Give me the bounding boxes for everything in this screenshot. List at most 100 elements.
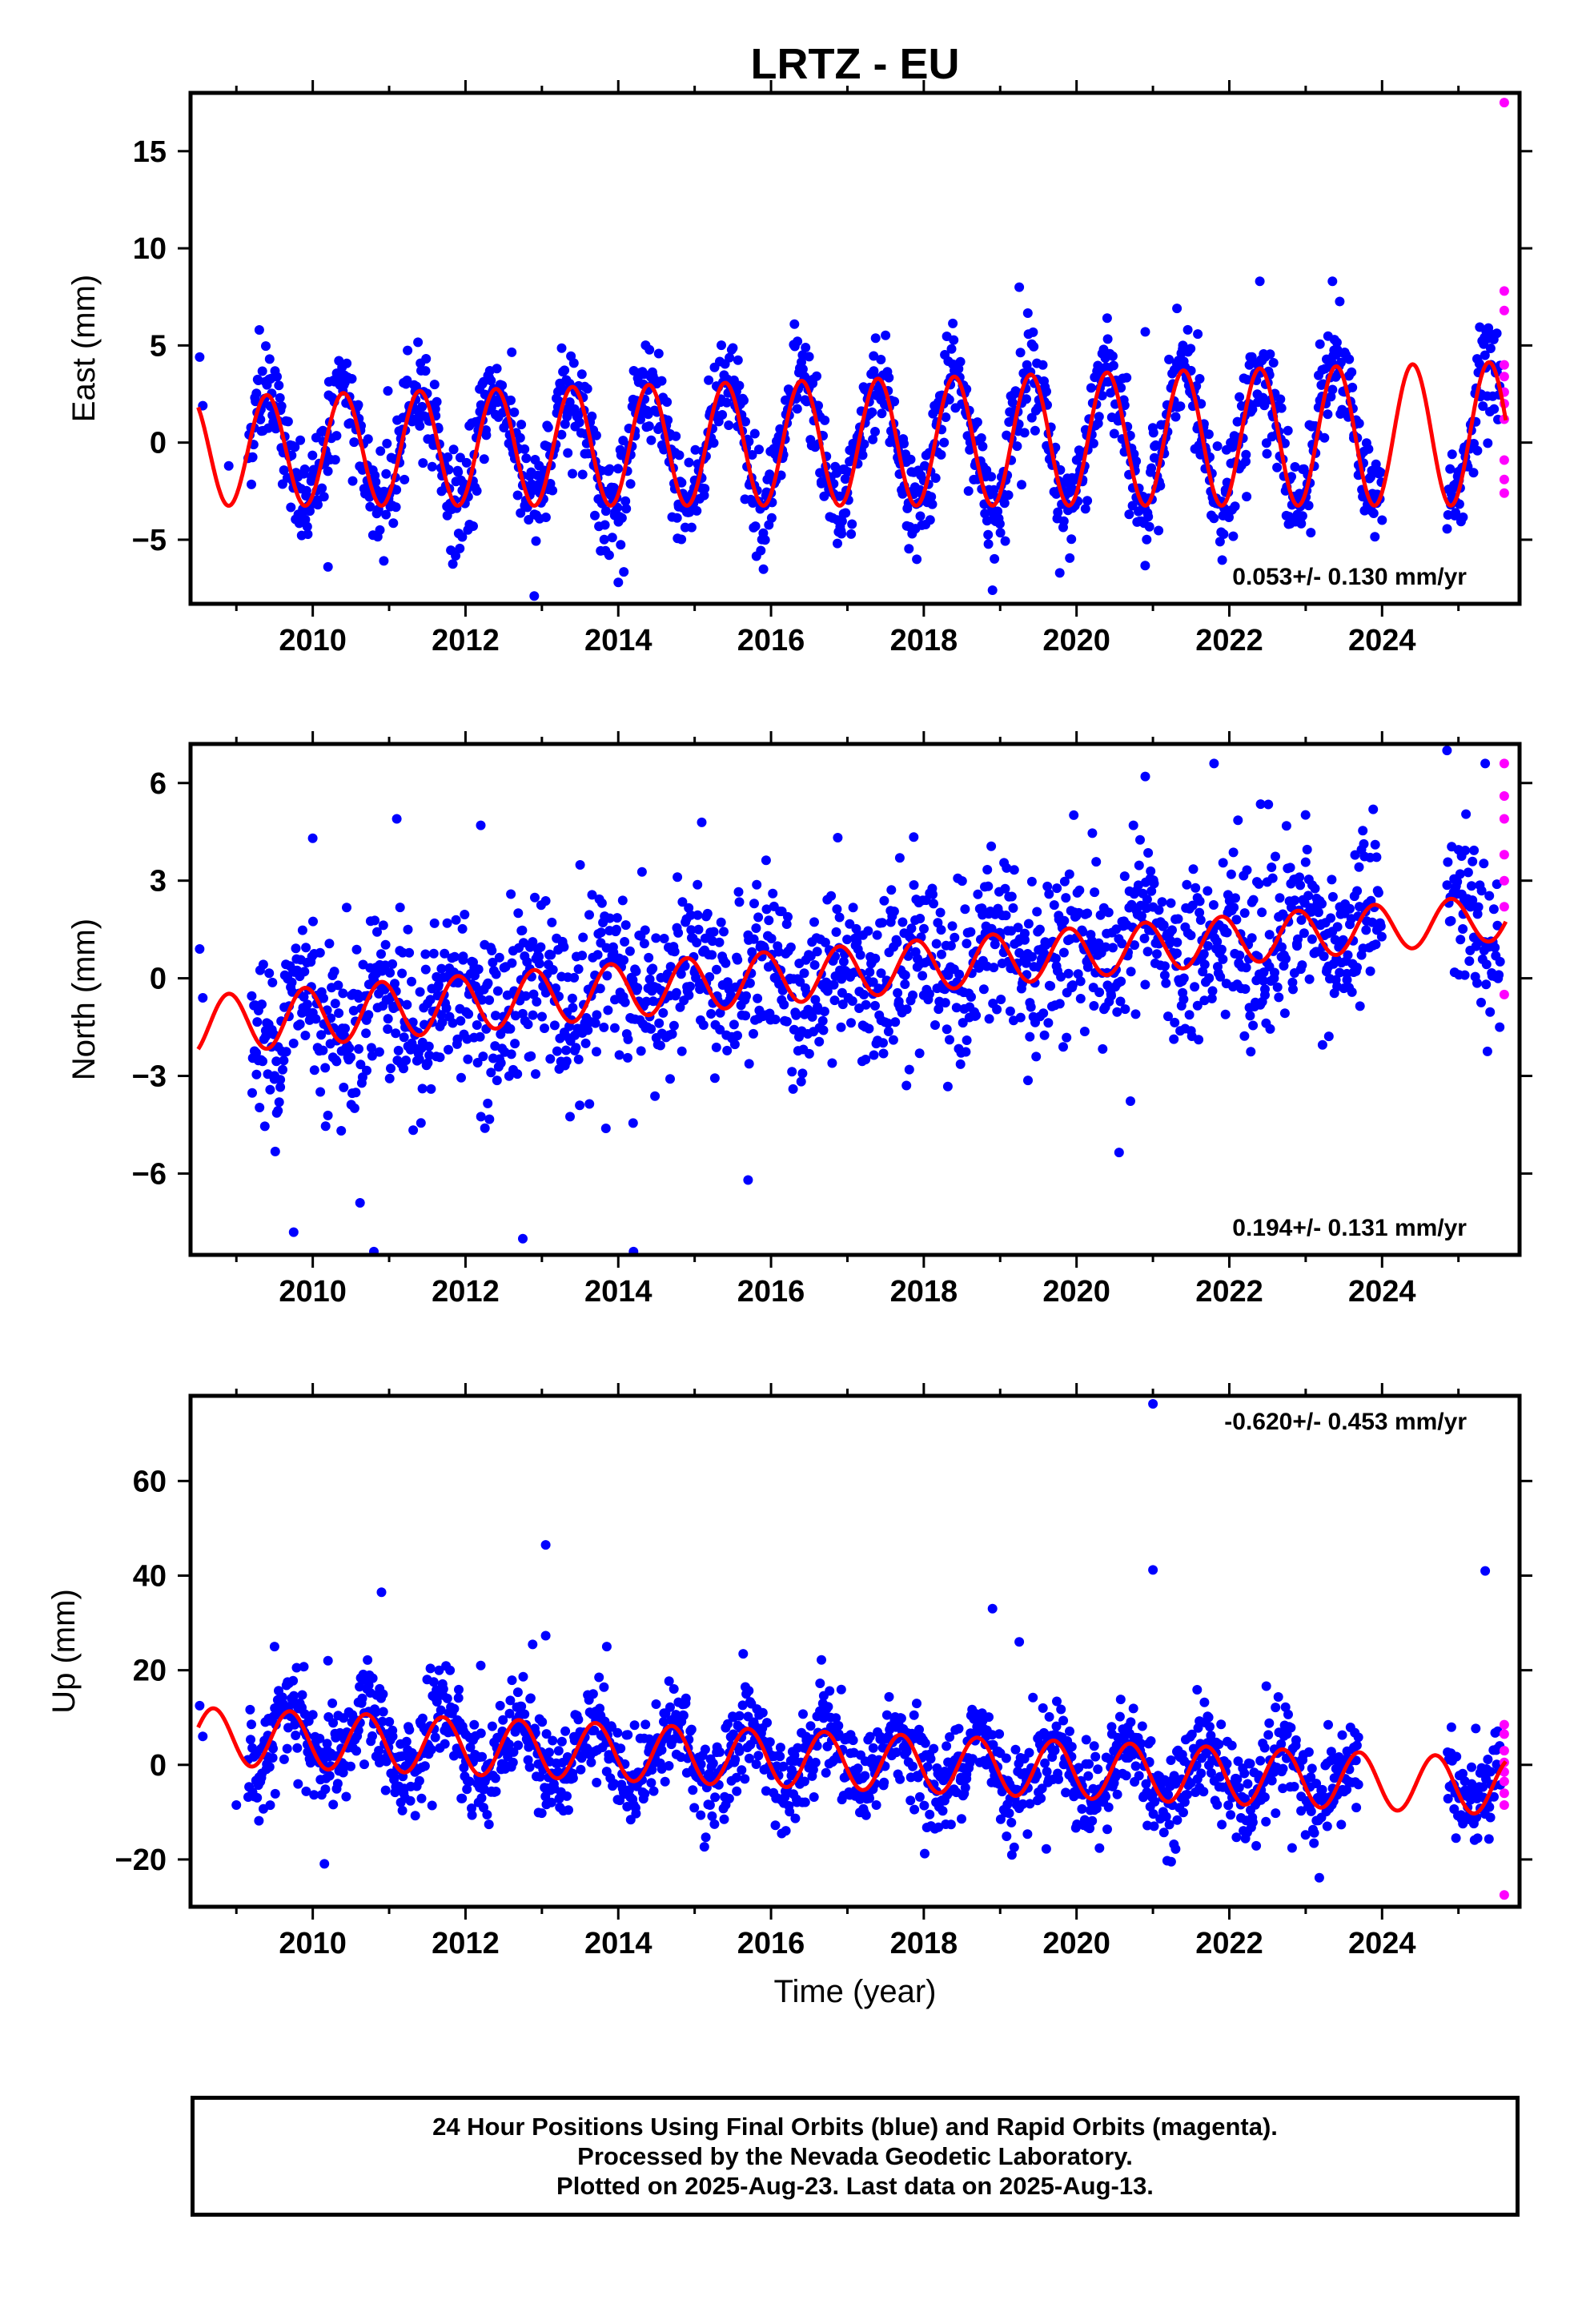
up-data-point bbox=[929, 1743, 939, 1754]
east-data-point bbox=[582, 384, 592, 394]
up-data-point bbox=[1271, 1808, 1281, 1819]
north-data-point bbox=[355, 1198, 365, 1208]
east-data-point bbox=[925, 515, 935, 525]
up-data-point bbox=[544, 1747, 554, 1758]
east-data-point bbox=[776, 470, 786, 480]
north-data-point bbox=[344, 1043, 355, 1053]
east-data-point bbox=[290, 442, 300, 452]
north-data-point bbox=[1310, 883, 1320, 894]
up-data-point bbox=[946, 1819, 956, 1830]
east-data-point bbox=[1109, 428, 1119, 439]
north-data-point bbox=[1023, 919, 1034, 929]
east-data-point bbox=[1235, 392, 1245, 402]
north-data-point bbox=[1358, 826, 1368, 836]
east-data-point bbox=[644, 344, 655, 355]
east-data-point bbox=[944, 395, 954, 405]
north-data-point bbox=[1188, 864, 1199, 875]
up-data-point bbox=[719, 1814, 729, 1824]
north-data-point bbox=[669, 1020, 679, 1031]
north-data-point bbox=[785, 942, 796, 952]
north-data-point bbox=[483, 1098, 493, 1108]
north-data-point bbox=[729, 1019, 739, 1030]
east-data-point bbox=[1122, 372, 1132, 383]
north-data-point bbox=[673, 872, 683, 883]
up-data-point bbox=[848, 1735, 858, 1746]
north-data-point bbox=[1178, 994, 1189, 1004]
north-data-point bbox=[339, 1031, 349, 1041]
north-outlier-point bbox=[288, 1227, 299, 1237]
north-data-point bbox=[706, 1009, 717, 1019]
east-data-point bbox=[1315, 339, 1325, 349]
up-data-point bbox=[1130, 1761, 1141, 1771]
east-data-point bbox=[690, 444, 701, 455]
north-data-point bbox=[323, 1110, 333, 1120]
north-data-point bbox=[623, 1052, 632, 1063]
north-data-point bbox=[1317, 1039, 1327, 1050]
east-plot-frame bbox=[188, 90, 1522, 606]
up-data-point bbox=[568, 1773, 578, 1783]
east-data-point bbox=[793, 336, 803, 347]
up-data-point bbox=[817, 1655, 826, 1665]
north-data-point bbox=[483, 978, 493, 988]
east-data-point bbox=[604, 550, 614, 561]
north-data-point bbox=[677, 897, 688, 907]
north-data-point bbox=[942, 1024, 952, 1035]
up-data-point bbox=[651, 1699, 661, 1709]
up-data-point bbox=[1196, 1768, 1207, 1779]
up-data-point bbox=[427, 1800, 437, 1811]
east-data-point bbox=[379, 556, 389, 566]
north-data-point bbox=[733, 1031, 742, 1041]
up-data-point bbox=[1040, 1758, 1050, 1768]
east-data-point bbox=[1478, 401, 1488, 412]
north-data-point bbox=[1365, 966, 1375, 976]
up-data-point bbox=[416, 1793, 427, 1803]
up-data-point bbox=[734, 1711, 745, 1721]
north-data-point bbox=[715, 1007, 725, 1018]
north-data-point bbox=[1157, 897, 1167, 907]
east-x-tick-label: 2014 bbox=[584, 624, 652, 657]
north-data-point bbox=[460, 910, 470, 919]
north-data-point bbox=[612, 924, 621, 935]
east-rapid-point bbox=[1499, 305, 1509, 316]
north-data-point bbox=[1257, 907, 1267, 918]
east-y-tick-label: 0 bbox=[150, 427, 167, 460]
east-data-point bbox=[869, 351, 879, 361]
up-data-point bbox=[453, 1693, 464, 1703]
north-data-point bbox=[992, 1004, 1002, 1015]
east-data-point bbox=[1258, 392, 1268, 403]
north-data-point bbox=[331, 1056, 342, 1067]
north-data-point bbox=[665, 1074, 675, 1084]
east-data-point bbox=[512, 490, 523, 501]
up-data-point bbox=[681, 1693, 691, 1703]
east-data-point bbox=[429, 380, 440, 390]
east-data-point bbox=[609, 484, 620, 494]
up-data-point bbox=[291, 1731, 301, 1740]
north-data-point bbox=[1063, 968, 1074, 979]
north-data-point bbox=[592, 1010, 602, 1020]
north-data-point bbox=[684, 990, 694, 1000]
east-data-point bbox=[677, 477, 687, 488]
up-data-point bbox=[536, 1808, 547, 1819]
east-y-tick-label: −5 bbox=[132, 524, 167, 557]
north-data-point bbox=[915, 914, 926, 923]
east-outlier-point bbox=[323, 561, 333, 572]
north-data-point bbox=[1160, 961, 1170, 971]
east-rapid-point bbox=[1499, 488, 1509, 498]
north-data-point bbox=[1119, 871, 1130, 882]
north-y-tick-label: 6 bbox=[150, 767, 167, 801]
north-data-point bbox=[1290, 895, 1300, 906]
east-data-points bbox=[195, 98, 1509, 601]
north-rapid-point bbox=[1499, 902, 1509, 912]
north-data-point bbox=[610, 995, 620, 1005]
north-data-point bbox=[309, 1065, 319, 1076]
north-data-point bbox=[252, 1017, 263, 1027]
east-data-point bbox=[1344, 354, 1355, 364]
east-outlier-point bbox=[987, 585, 998, 595]
north-data-point bbox=[1015, 1012, 1026, 1023]
east-data-point bbox=[646, 435, 656, 445]
north-data-point bbox=[1239, 908, 1250, 919]
north-data-point bbox=[951, 1003, 962, 1013]
east-data-point bbox=[978, 441, 988, 452]
north-data-point bbox=[1186, 931, 1196, 940]
north-data-point bbox=[333, 980, 343, 991]
